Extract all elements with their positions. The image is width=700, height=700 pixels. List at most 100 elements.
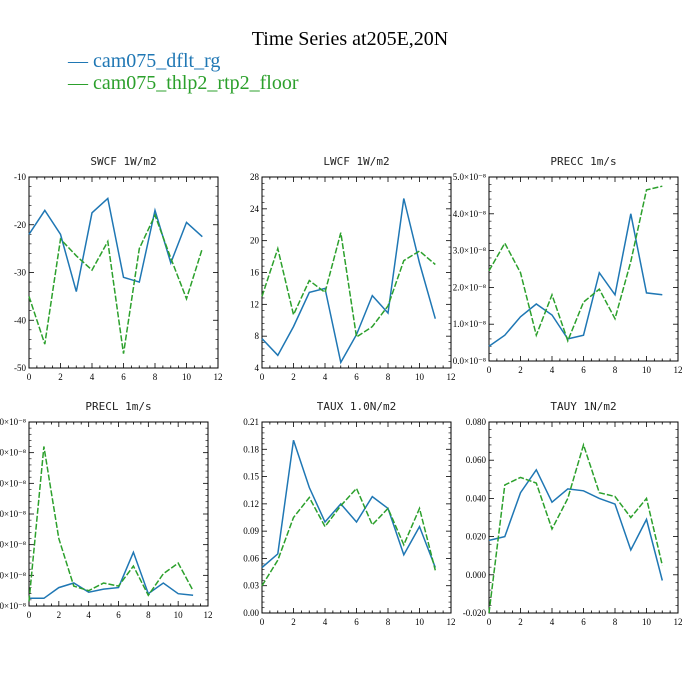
- y-tick-label: 8: [255, 331, 260, 341]
- x-tick-label: 12: [204, 610, 213, 620]
- series-line-thlp2: [488, 442, 664, 614]
- series-line-dflt: [261, 198, 437, 365]
- y-tick-label: 0×10⁻⁸: [0, 601, 26, 611]
- plot-frame: [488, 421, 679, 614]
- x-tick-label: 2: [58, 372, 63, 382]
- y-tick-label: 0.06: [243, 553, 259, 563]
- x-tick-label: 8: [386, 372, 391, 382]
- x-tick-label: 6: [354, 372, 359, 382]
- x-tick-label: 8: [613, 617, 618, 627]
- x-tick-label: 6: [354, 617, 359, 627]
- y-tick-label: 0.09: [243, 526, 259, 536]
- x-tick-label: 6: [581, 617, 586, 627]
- x-tick-label: 10: [415, 617, 425, 627]
- chart-panel-2: PRECC 1m/s 0.0×10⁻⁸ 1.0×10⁻⁸ 2.0×10⁻⁸ 3.0×10…: [453, 155, 683, 375]
- x-tick-label: 0: [27, 610, 32, 620]
- y-tick-label: 24: [250, 204, 260, 214]
- x-tick-label: 6: [581, 365, 586, 375]
- y-tick-label: 0.03: [243, 581, 259, 591]
- y-tick-label: 5.0×10⁻⁸: [453, 172, 486, 182]
- x-tick-label: 2: [57, 610, 62, 620]
- y-tick-label: 0×10⁻⁸: [0, 478, 26, 488]
- x-tick-label: 4: [550, 365, 555, 375]
- x-tick-label: 4: [86, 610, 91, 620]
- y-tick-label: 0.0×10⁻⁸: [453, 356, 486, 366]
- y-tick-label: 12: [250, 299, 259, 309]
- panel-title: TAUX 1.0N/m2: [317, 400, 396, 413]
- x-tick-label: 4: [550, 617, 555, 627]
- series-line-dflt: [488, 213, 663, 347]
- x-tick-label: 2: [518, 617, 523, 627]
- series-line-dflt: [28, 197, 203, 292]
- x-tick-label: 12: [674, 365, 683, 375]
- y-tick-label: 0.040: [466, 493, 487, 503]
- x-tick-label: 12: [447, 372, 456, 382]
- x-tick-label: 12: [447, 617, 456, 627]
- y-tick-label: -10: [14, 172, 26, 182]
- y-tick-label: 16: [250, 268, 260, 278]
- x-tick-label: 10: [415, 372, 425, 382]
- y-tick-label: 0.060: [466, 455, 487, 465]
- series-line-thlp2: [261, 232, 436, 339]
- plot-frame: [261, 421, 452, 614]
- y-tick-label: -0.020: [463, 608, 487, 618]
- y-tick-label: 0×10⁻⁸: [0, 417, 26, 427]
- x-tick-label: 8: [613, 365, 618, 375]
- series-line-thlp2: [28, 446, 194, 602]
- y-tick-label: 20: [250, 236, 260, 246]
- x-tick-label: 4: [323, 372, 328, 382]
- series-line-thlp2: [488, 185, 663, 343]
- x-tick-label: 0: [487, 617, 492, 627]
- chart-panel-0: SWCF 1W/m2 -10 -20 -30 -40 -500 2 4 6 8 10 12: [14, 155, 223, 382]
- y-tick-label: 3.0×10⁻⁸: [453, 246, 486, 256]
- x-tick-label: 6: [121, 372, 126, 382]
- y-tick-label: 0.000: [466, 570, 487, 580]
- plot-frame: [28, 176, 219, 369]
- y-tick-label: -40: [14, 315, 26, 325]
- x-tick-label: 12: [674, 617, 683, 627]
- y-tick-label: 0.080: [466, 417, 487, 427]
- x-tick-label: 2: [518, 365, 523, 375]
- y-tick-label: -30: [14, 268, 26, 278]
- main-title: Time Series at205E,20N: [251, 28, 449, 50]
- panel-title: SWCF 1W/m2: [90, 155, 156, 168]
- y-tick-label: 0×10⁻⁸: [0, 448, 26, 458]
- y-tick-label: 0.15: [243, 472, 259, 482]
- y-tick-label: 0.00: [243, 608, 259, 618]
- x-tick-label: 2: [291, 372, 296, 382]
- series-line-dflt: [261, 439, 436, 569]
- y-tick-label: 28: [250, 172, 260, 182]
- x-tick-label: 10: [642, 365, 652, 375]
- series-line-dflt: [29, 550, 194, 600]
- legend-entry-thlp2: — cam075_thlp2_rtp2_floor: [68, 72, 299, 94]
- chart-panel-4: TAUX 1.0N/m2 0.00 0.03 0.06 0.09 0.12 0.15 0.18…: [243, 400, 455, 627]
- x-tick-label: 12: [214, 372, 223, 382]
- y-tick-label: 0×10⁻⁸: [0, 570, 26, 580]
- y-tick-label: 0.18: [243, 444, 259, 454]
- y-tick-label: 0×10⁻⁸: [0, 540, 26, 550]
- x-tick-label: 10: [182, 372, 192, 382]
- y-tick-label: 0×10⁻⁸: [0, 509, 26, 519]
- x-tick-label: 8: [146, 610, 151, 620]
- x-tick-label: 0: [260, 617, 265, 627]
- panel-title: PRECL 1m/s: [85, 400, 151, 413]
- x-tick-label: 10: [642, 617, 652, 627]
- x-tick-label: 0: [27, 372, 32, 382]
- y-tick-label: -50: [14, 363, 26, 373]
- legend-entry-dflt: — cam075_dflt_rg: [68, 50, 221, 72]
- panel-title: LWCF 1W/m2: [323, 155, 389, 168]
- x-tick-label: 2: [291, 617, 296, 627]
- y-tick-label: -20: [14, 220, 26, 230]
- y-tick-label: 0.12: [243, 499, 259, 509]
- y-tick-label: 2.0×10⁻⁸: [453, 282, 486, 292]
- plot-frame: [28, 421, 209, 607]
- x-tick-label: 8: [153, 372, 158, 382]
- x-tick-label: 4: [323, 617, 328, 627]
- y-tick-label: 4.0×10⁻⁸: [453, 209, 486, 219]
- x-tick-label: 8: [386, 617, 391, 627]
- series-line-thlp2: [261, 487, 437, 587]
- series-line-dflt: [488, 468, 664, 581]
- y-tick-label: 0.020: [466, 532, 487, 542]
